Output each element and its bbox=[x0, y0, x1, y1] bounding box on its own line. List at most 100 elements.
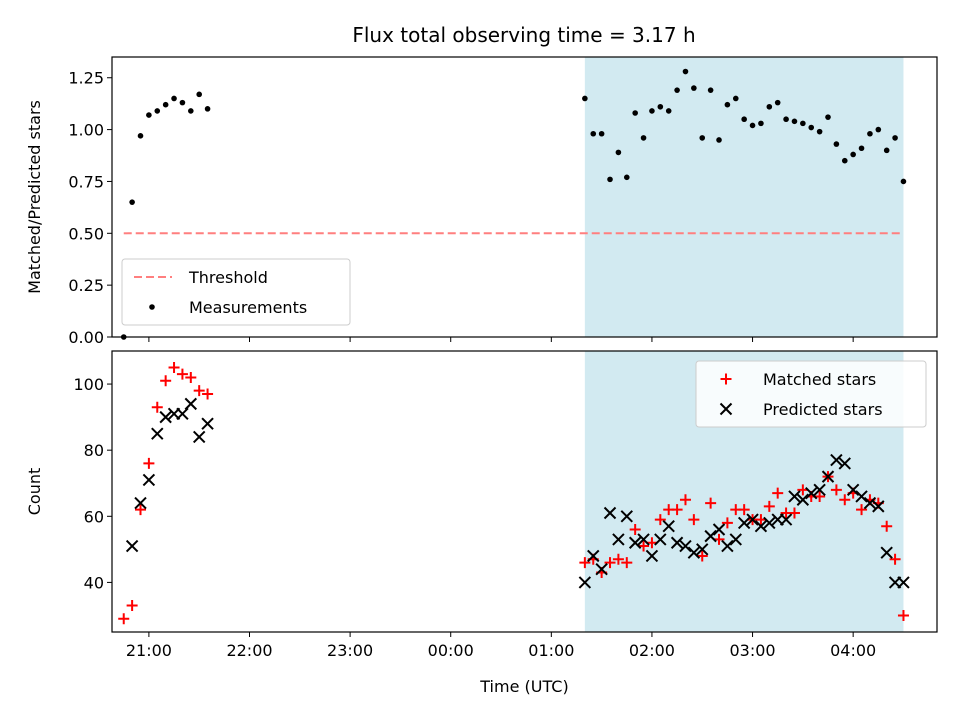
matched-star-point bbox=[772, 487, 784, 499]
measurement-point bbox=[800, 120, 806, 127]
matched-star-point bbox=[621, 557, 633, 569]
measurement-point bbox=[867, 130, 873, 137]
predicted-star-point bbox=[612, 533, 625, 546]
ratio-legend: Threshold Measurements bbox=[121, 258, 351, 326]
predicted-star-point bbox=[805, 486, 818, 500]
predicted-star-point bbox=[620, 510, 633, 523]
measurement-point bbox=[691, 85, 697, 91]
x-tick-label: 03:00 bbox=[729, 641, 775, 660]
x-tick-label: 21:00 bbox=[126, 641, 172, 660]
measurement-point bbox=[204, 106, 211, 112]
matched-star-point bbox=[856, 504, 868, 516]
matched-star-point bbox=[629, 524, 641, 536]
count-marks bbox=[118, 362, 910, 625]
measurement-point bbox=[146, 112, 152, 118]
measurement-point bbox=[816, 128, 823, 135]
measurement-point bbox=[766, 103, 773, 110]
predicted-star-point bbox=[184, 397, 198, 411]
measurement-point bbox=[892, 135, 898, 141]
y-tick-label: 0.25 bbox=[68, 276, 104, 295]
legend-box bbox=[121, 258, 351, 326]
y-tick-label: 1.25 bbox=[68, 69, 104, 88]
count-axis-ticks: 40 60 80 100 21:00 22:00 23:00 00:00 01:00 02:00 0… bbox=[73, 375, 876, 660]
matched-star-point bbox=[654, 514, 666, 526]
predicted-star-point bbox=[838, 457, 851, 470]
matched-star-point bbox=[688, 514, 700, 526]
predicted-star-point bbox=[687, 546, 701, 559]
matched-star-point bbox=[185, 371, 197, 383]
matched-star-point bbox=[721, 517, 733, 529]
measurement-point bbox=[674, 87, 680, 93]
measurement-point bbox=[590, 130, 597, 137]
measurement-point bbox=[682, 68, 689, 75]
matched-star-point bbox=[604, 557, 616, 569]
y-tick-label: 60 bbox=[84, 507, 104, 526]
ratio-axis-ticks: 0.00 0.25 0.50 0.75 1.00 1.25 bbox=[68, 69, 854, 347]
matched-star-point bbox=[118, 613, 130, 625]
predicted-star-point bbox=[176, 407, 189, 421]
matched-star-point bbox=[788, 507, 800, 519]
measurement-point bbox=[732, 95, 739, 102]
measurement-point bbox=[758, 120, 764, 127]
predicted-star-point bbox=[721, 539, 734, 553]
measurement-point bbox=[154, 108, 161, 114]
measurement-point bbox=[858, 145, 865, 152]
matched-star-point bbox=[143, 457, 155, 469]
y-tick-label: 0.50 bbox=[68, 224, 104, 243]
measurement-point bbox=[196, 91, 202, 98]
y-tick-label: 80 bbox=[84, 441, 104, 460]
measurement-point bbox=[615, 149, 622, 156]
predicted-star-point bbox=[754, 520, 768, 533]
matched-star-point bbox=[168, 362, 180, 374]
predicted-star-point bbox=[830, 453, 843, 467]
measurement-point bbox=[699, 135, 706, 141]
ratio-marks bbox=[120, 68, 907, 340]
measurement-point bbox=[649, 108, 655, 114]
predicted-star-point bbox=[159, 410, 172, 424]
predicted-star-point bbox=[821, 470, 835, 483]
legend-swatch bbox=[719, 402, 733, 416]
legend-label: Measurements bbox=[189, 298, 307, 317]
matched-star-point bbox=[881, 520, 893, 532]
predicted-star-point bbox=[142, 473, 156, 487]
count-panel: 40 60 80 100 21:00 22:00 23:00 00:00 01:00 02:00 0… bbox=[25, 350, 938, 696]
matched-star-point bbox=[705, 497, 717, 509]
measurement-point bbox=[808, 124, 815, 131]
shaded-region bbox=[584, 57, 904, 337]
matched-star-point bbox=[612, 553, 624, 565]
measurement-point bbox=[875, 126, 882, 133]
count-y-axis-label: Count bbox=[25, 468, 44, 516]
measurement-point bbox=[129, 199, 135, 205]
predicted-star-point bbox=[796, 493, 810, 506]
y-tick-label: 1.00 bbox=[68, 121, 104, 140]
matched-star-point bbox=[889, 553, 901, 565]
predicted-star-point bbox=[595, 562, 608, 576]
measurement-point bbox=[179, 99, 186, 106]
matched-star-point bbox=[202, 388, 214, 400]
matched-star-point bbox=[839, 494, 851, 506]
matched-star-point bbox=[151, 401, 163, 413]
predicted-star-point bbox=[863, 496, 877, 510]
predicted-star-point bbox=[192, 430, 206, 444]
matched-star-point bbox=[176, 368, 188, 380]
x-tick-label: 22:00 bbox=[226, 641, 272, 660]
predicted-star-point bbox=[746, 513, 759, 526]
measurement-point bbox=[833, 141, 840, 147]
x-tick-label: 00:00 bbox=[428, 641, 474, 660]
legend-label: Predicted stars bbox=[763, 400, 883, 419]
predicted-star-point bbox=[712, 523, 726, 536]
measurement-point bbox=[598, 130, 605, 137]
y-tick-label: 40 bbox=[84, 573, 104, 592]
predicted-star-point bbox=[679, 539, 692, 553]
ratio-axes-frame bbox=[111, 56, 938, 338]
legend-box bbox=[695, 360, 927, 428]
count-axes-frame bbox=[111, 350, 938, 633]
predicted-star-point bbox=[603, 506, 617, 520]
matched-star-point bbox=[193, 385, 205, 397]
measurement-point bbox=[665, 108, 672, 114]
predicted-star-point bbox=[880, 546, 893, 559]
matched-star-point bbox=[763, 500, 775, 512]
measurement-point bbox=[716, 137, 722, 143]
predicted-star-point bbox=[670, 536, 684, 549]
